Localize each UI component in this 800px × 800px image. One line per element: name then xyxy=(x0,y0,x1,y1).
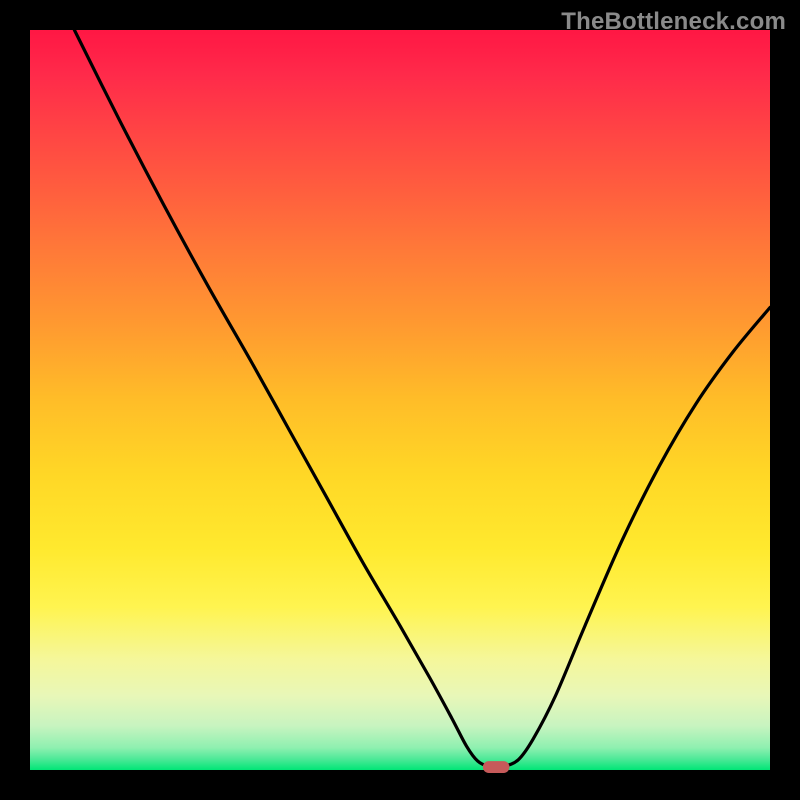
chart-container: TheBottleneck.com xyxy=(0,0,800,800)
watermark-label: TheBottleneck.com xyxy=(561,8,786,36)
bottleneck-curve-chart xyxy=(0,0,800,800)
plot-background xyxy=(30,30,770,770)
optimal-point-marker xyxy=(483,761,510,773)
